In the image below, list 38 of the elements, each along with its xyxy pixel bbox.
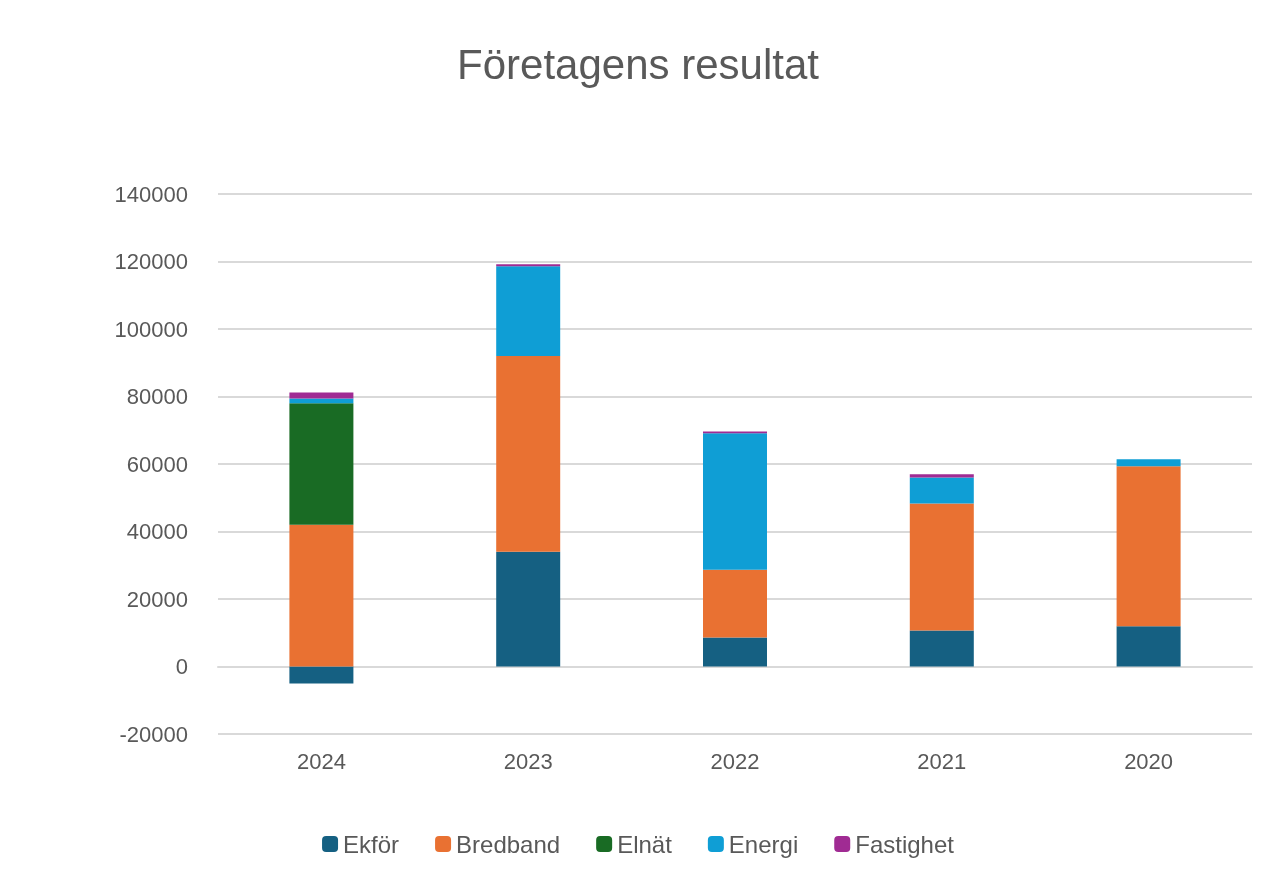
legend-label: Bredband <box>456 830 561 858</box>
x-tick-label: 2020 <box>1124 748 1174 774</box>
bar <box>703 637 767 667</box>
legend-label: Elnät <box>617 830 673 858</box>
y-tick-label: 140000 <box>114 181 188 207</box>
bar <box>289 666 354 684</box>
y-tick-label: 100000 <box>114 316 188 342</box>
x-tick-label: 2023 <box>503 748 553 774</box>
y-tick-label: 20000 <box>126 586 188 612</box>
legend-label: Ekför <box>343 830 400 858</box>
bar <box>703 569 767 638</box>
x-tick-label: 2022 <box>710 748 760 774</box>
bar <box>1116 466 1181 627</box>
legend-label: Energi <box>728 830 799 858</box>
bar <box>289 392 354 399</box>
y-tick-label: 40000 <box>126 519 188 544</box>
bar <box>289 403 354 525</box>
bar <box>496 266 561 356</box>
bar <box>1116 459 1181 467</box>
y-tick-label: 80000 <box>126 384 188 409</box>
x-tick-label: 2024 <box>296 748 346 774</box>
bar <box>496 356 561 552</box>
bar <box>289 524 354 667</box>
bar <box>1116 626 1181 667</box>
bar <box>703 433 767 570</box>
bar <box>496 551 561 667</box>
bar <box>909 503 974 631</box>
bar <box>909 630 974 667</box>
bar <box>909 474 974 478</box>
y-tick-label: 120000 <box>114 249 188 274</box>
x-tick-label: 2021 <box>917 748 967 774</box>
y-tick-label: -20000 <box>119 721 188 747</box>
y-tick-label: 0 <box>175 654 188 679</box>
chart-title: Företagens resultat <box>457 40 820 88</box>
y-tick-label: 60000 <box>126 451 188 477</box>
bar <box>909 477 974 504</box>
bar <box>496 264 561 267</box>
legend-label: Fastighet <box>855 830 955 858</box>
